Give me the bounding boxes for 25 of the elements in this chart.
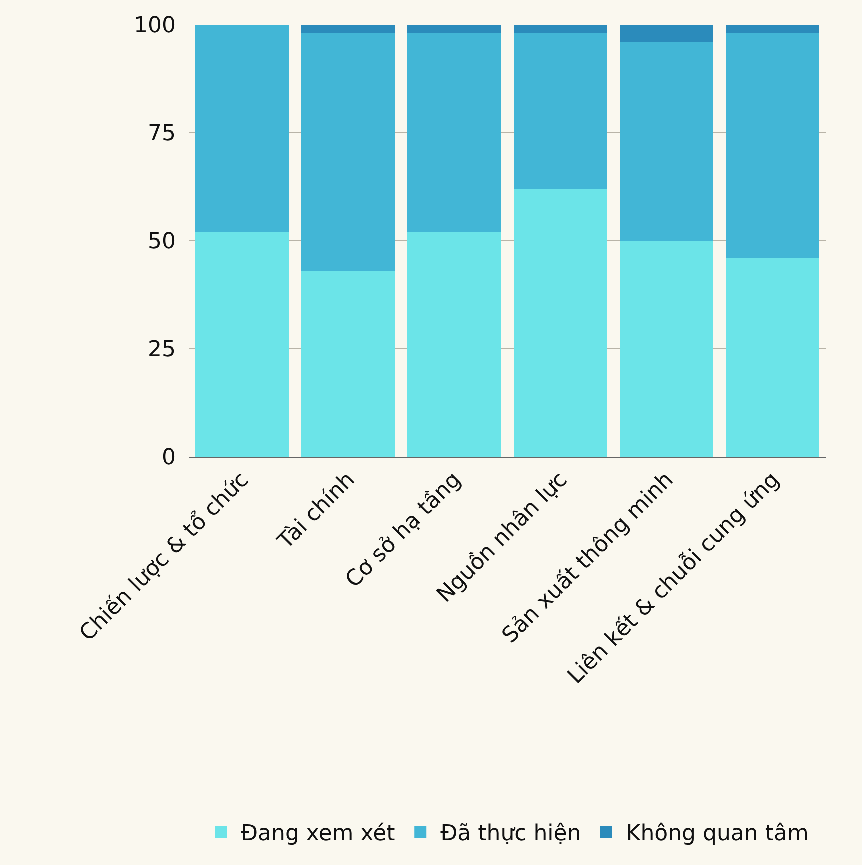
bar [514,189,608,457]
bar [195,232,289,457]
legend-label: Không quan tâm [626,822,809,847]
legend-label: Đã thực hiện [440,822,582,847]
bar [195,25,289,232]
bar [620,241,714,457]
bar [302,34,395,272]
bar [302,271,395,457]
bar [408,34,502,232]
bar [302,25,395,34]
bar [726,258,820,457]
bar [726,25,820,34]
bar [620,25,714,42]
bar [514,34,608,190]
bar [408,232,502,457]
y-tick-label: 50 [148,230,176,255]
bar [514,25,608,34]
bar [408,25,502,34]
y-tick-label: 25 [148,338,176,363]
y-tick-label: 0 [162,446,176,471]
y-tick-label: 100 [134,14,176,39]
bar [726,34,820,258]
legend-label: Đang xem xét [241,822,396,847]
bar [620,42,714,241]
y-tick-label: 75 [148,122,176,147]
